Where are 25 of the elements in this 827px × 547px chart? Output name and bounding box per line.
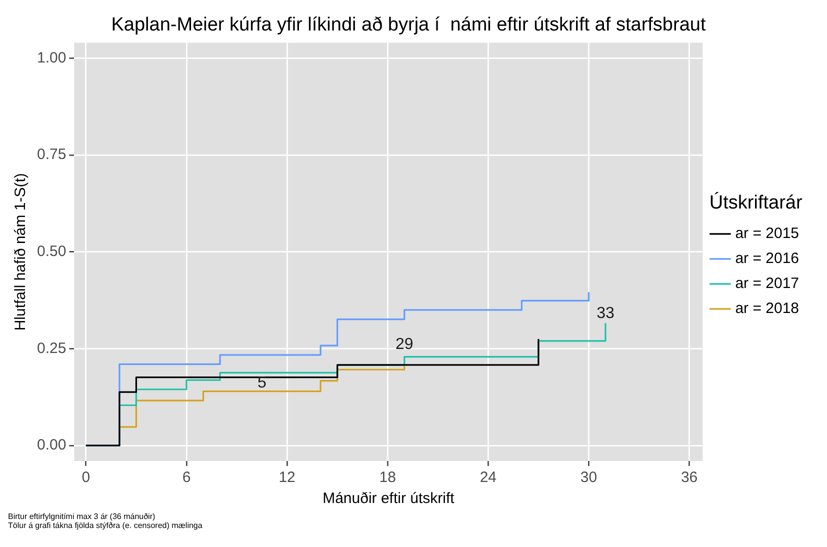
legend-label: ar = 2015: [735, 225, 800, 242]
annotation: 29: [395, 336, 414, 353]
annotation: 5: [257, 374, 266, 392]
y-tick-label: 0.00: [36, 436, 66, 454]
x-tick-label: 36: [680, 469, 698, 486]
y-tick-label: 1.00: [36, 49, 66, 66]
y-axis-title: Hlutfall hafið nám 1-S(t): [12, 173, 30, 331]
y-tick-label: 0.75: [36, 146, 66, 164]
y-tick-label: 0.25: [36, 340, 66, 357]
y-tick-label: 0.50: [36, 243, 66, 260]
x-axis-title: Mánuðir eftir útskrift: [322, 490, 456, 508]
x-tick-label: 6: [182, 469, 191, 486]
annotation: 33: [596, 305, 614, 322]
text: Birtur eftirfylgnitími max 3 ár (36 mánuðir): [8, 512, 156, 521]
x-tick-label: 30: [580, 469, 598, 486]
legend-label: ar = 2016: [735, 250, 800, 268]
legend-title: Útskriftarár: [709, 191, 803, 214]
x-tick-label: 18: [379, 469, 396, 486]
legend-label: ar = 2018: [735, 300, 800, 318]
chart-title: Kaplan-Meier kúrfa yfir líkindi að byrja í námi eftir útskrift af starfsbraut: [111, 14, 706, 36]
x-tick-label: 0: [82, 469, 90, 486]
x-tick-label: 24: [480, 469, 497, 486]
legend-label: ar = 2017: [735, 275, 800, 292]
text: Tölur á grafi tákna fjölda stýfðra (e. censored) mælinga: [8, 521, 204, 530]
x-tick-label: 12: [278, 469, 296, 486]
